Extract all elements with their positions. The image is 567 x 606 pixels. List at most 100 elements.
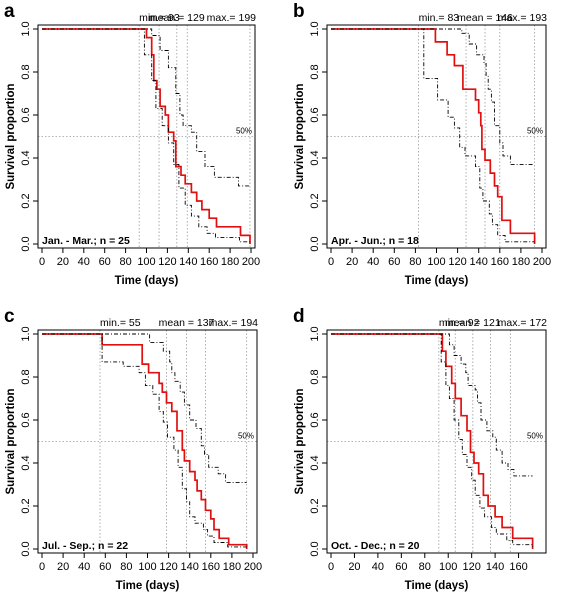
survival-curve bbox=[42, 333, 248, 549]
x-tick-label: 40 bbox=[367, 256, 379, 268]
upper-confidence-band bbox=[331, 333, 533, 477]
max-label: max.= 194 bbox=[209, 317, 258, 329]
x-tick-label: 80 bbox=[409, 256, 421, 268]
y-tick-label: 0.8 bbox=[309, 369, 321, 384]
x-tick-label: 120 bbox=[158, 256, 176, 268]
x-tick-label: 100 bbox=[439, 561, 457, 573]
x-tick-label: 40 bbox=[372, 561, 384, 573]
x-tick-label: 160 bbox=[509, 561, 527, 573]
y-tick-label: 0.8 bbox=[20, 64, 32, 79]
y-axis-title: Survival proportion bbox=[294, 388, 306, 494]
x-tick-label: 80 bbox=[119, 256, 131, 268]
y-tick-label: 0.0 bbox=[309, 541, 321, 556]
subset-label: Oct. - Dec.; n = 20 bbox=[331, 540, 420, 552]
x-axis-title: Time (days) bbox=[116, 580, 180, 592]
x-tick-label: 120 bbox=[159, 561, 177, 573]
x-tick-label: 180 bbox=[221, 256, 239, 268]
y-tick-label: 0.2 bbox=[20, 498, 32, 513]
x-tick-label: 160 bbox=[491, 256, 509, 268]
min-label: min.= 83 bbox=[419, 12, 460, 24]
x-tick-label: 100 bbox=[427, 256, 445, 268]
y-tick-label: 1.0 bbox=[20, 326, 32, 341]
y-tick-label: 0.4 bbox=[20, 150, 32, 165]
x-tick-label: 180 bbox=[223, 561, 241, 573]
y-tick-label: 1.0 bbox=[309, 21, 321, 36]
x-tick-label: 0 bbox=[328, 256, 334, 268]
panel-letter: b bbox=[293, 1, 305, 22]
x-tick-label: 140 bbox=[179, 256, 197, 268]
y-tick-label: 0.4 bbox=[309, 150, 321, 165]
x-tick-label: 120 bbox=[448, 256, 466, 268]
mean-label: mean = 129 bbox=[149, 12, 205, 24]
y-tick-label: 0.2 bbox=[309, 193, 321, 208]
x-tick-label: 140 bbox=[181, 561, 199, 573]
panel-letter: d bbox=[293, 306, 305, 327]
x-tick-label: 0 bbox=[39, 561, 45, 573]
mean-label: mean = 121 bbox=[445, 317, 501, 329]
x-tick-label: 20 bbox=[348, 561, 360, 573]
fifty-percent-label: 50% bbox=[238, 432, 254, 441]
x-tick-label: 80 bbox=[419, 561, 431, 573]
y-tick-label: 0.6 bbox=[20, 412, 32, 427]
survival-panel-c: 50% 0 20 40 60 80 100 120 140 160 180 200 0.0 0.2 0.4 0… bbox=[4, 306, 262, 592]
x-tick-label: 100 bbox=[138, 561, 156, 573]
upper-confidence-band bbox=[42, 333, 247, 483]
x-tick-label: 60 bbox=[99, 256, 111, 268]
x-tick-label: 20 bbox=[57, 256, 69, 268]
survival-curve bbox=[331, 333, 534, 549]
y-axis-title: Survival proportion bbox=[5, 83, 17, 189]
plot-frame bbox=[326, 329, 547, 554]
x-tick-label: 20 bbox=[346, 256, 358, 268]
upper-confidence-band bbox=[42, 28, 250, 187]
y-tick-label: 0.6 bbox=[309, 412, 321, 427]
mean-label: mean = 146 bbox=[457, 12, 513, 24]
survival-curve bbox=[331, 28, 536, 244]
max-label: max.= 193 bbox=[498, 12, 547, 24]
panel-letter: a bbox=[4, 1, 15, 22]
x-axis-title: Time (days) bbox=[405, 275, 469, 287]
lower-confidence-band bbox=[42, 333, 247, 548]
mean-label: mean = 137 bbox=[159, 317, 215, 329]
y-axis-title: Survival proportion bbox=[294, 83, 306, 189]
y-tick-label: 0.2 bbox=[20, 193, 32, 208]
lower-confidence-band bbox=[331, 28, 535, 243]
x-tick-label: 180 bbox=[512, 256, 530, 268]
x-axis-title: Time (days) bbox=[405, 580, 469, 592]
y-tick-label: 0.2 bbox=[309, 498, 321, 513]
min-label: min.= 92 bbox=[439, 317, 480, 329]
fifty-percent-label: 50% bbox=[527, 127, 543, 136]
y-tick-label: 1.0 bbox=[309, 326, 321, 341]
survival-panel-b: 50% 0 20 40 60 80 100 120 140 160 180 200 0.0 0.2 0.4 0… bbox=[293, 1, 551, 287]
fifty-percent-label: 50% bbox=[527, 432, 543, 441]
y-tick-label: 0.0 bbox=[20, 541, 32, 556]
max-label: max.= 199 bbox=[207, 12, 256, 24]
x-tick-label: 0 bbox=[39, 256, 45, 268]
y-tick-label: 0.8 bbox=[20, 369, 32, 384]
max-label: max.= 172 bbox=[498, 317, 547, 329]
x-tick-label: 140 bbox=[486, 561, 504, 573]
x-tick-label: 40 bbox=[78, 256, 90, 268]
y-tick-label: 0.6 bbox=[309, 107, 321, 122]
x-tick-label: 0 bbox=[328, 561, 334, 573]
survival-curve bbox=[42, 28, 251, 244]
y-tick-label: 0.0 bbox=[20, 236, 32, 251]
x-tick-label: 60 bbox=[388, 256, 400, 268]
x-tick-label: 80 bbox=[120, 561, 132, 573]
x-tick-label: 160 bbox=[202, 561, 220, 573]
y-tick-label: 0.4 bbox=[309, 455, 321, 470]
x-tick-label: 140 bbox=[470, 256, 488, 268]
fifty-percent-label: 50% bbox=[236, 127, 252, 136]
survival-panel-a: 50% 0 20 40 60 80 100 120 140 160 180 200 0.0 0.2 0.4 0… bbox=[4, 1, 260, 287]
lower-confidence-band bbox=[331, 333, 534, 547]
min-label: min.= 55 bbox=[100, 317, 141, 329]
x-tick-label: 40 bbox=[78, 561, 90, 573]
lower-confidence-band bbox=[42, 28, 250, 243]
survival-panel-d: 50% 0 20 40 60 80 100 120 140 160 0.0 0.2 0.4 0.6 0.8 1… bbox=[293, 306, 547, 592]
panel-letter: c bbox=[4, 306, 15, 327]
x-tick-label: 200 bbox=[242, 256, 260, 268]
y-tick-label: 0.0 bbox=[309, 236, 321, 251]
upper-confidence-band bbox=[331, 28, 535, 165]
x-tick-label: 200 bbox=[244, 561, 262, 573]
subset-label: Jan. - Mar.; n = 25 bbox=[42, 235, 130, 247]
